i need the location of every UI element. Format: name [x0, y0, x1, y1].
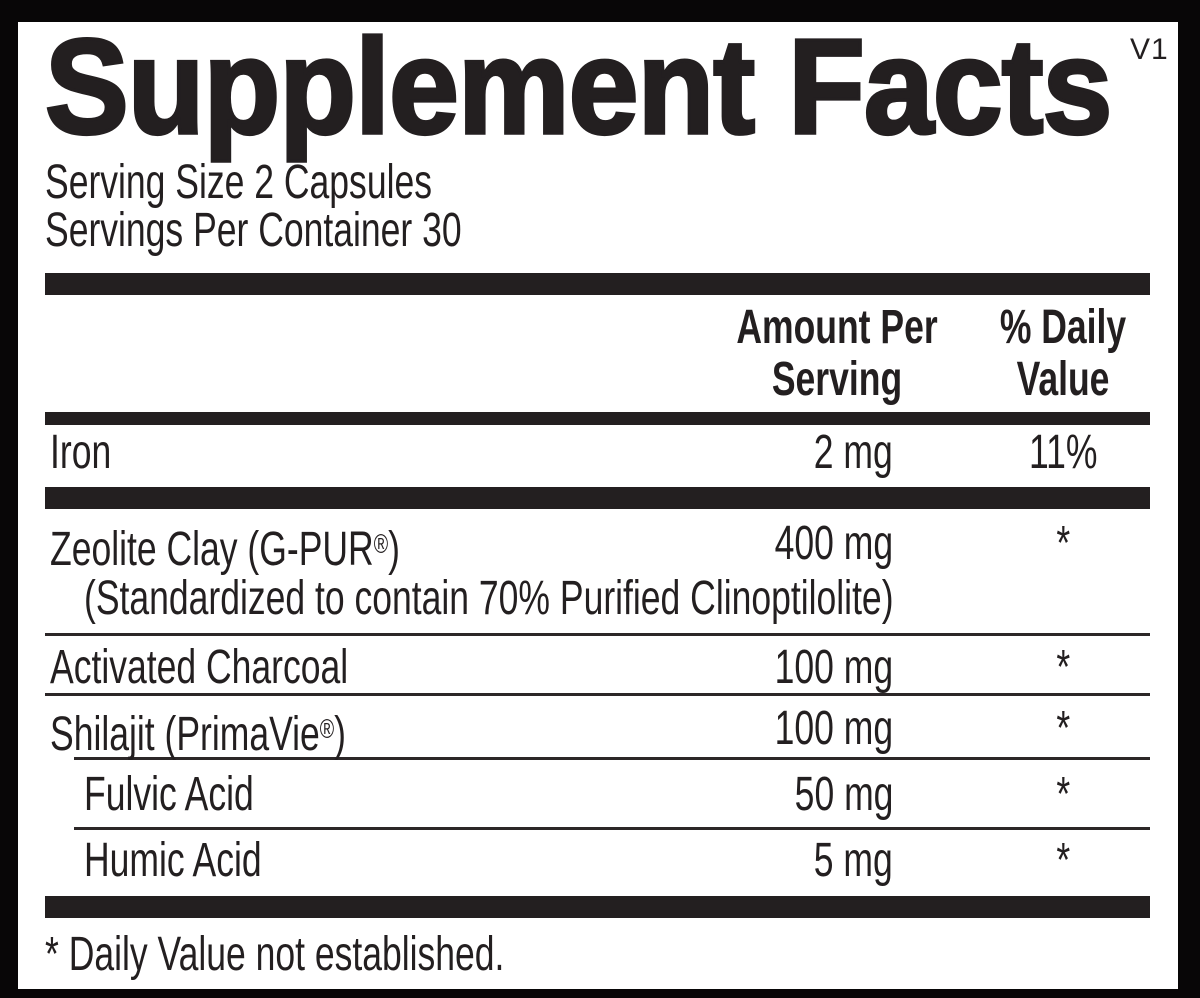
ingredient-name: Fulvic Acid: [84, 768, 254, 821]
ingredient-name: Activated Charcoal: [50, 641, 349, 694]
daily-value: *: [1056, 768, 1071, 821]
ingredient-name: Shilajit (PrimaVie®): [50, 707, 347, 761]
amount-value: 50 mg: [794, 768, 893, 821]
daily-value: *: [1056, 641, 1071, 694]
dv-header-line1: % Daily: [999, 301, 1127, 354]
daily-value: *: [1056, 834, 1071, 887]
separator-rule-header: [45, 412, 1150, 425]
dv-header-line2: Value: [1016, 353, 1110, 406]
separator-rule: [45, 633, 1150, 636]
separator-bar-top: [45, 273, 1150, 295]
separator-rule-indented: [74, 827, 1150, 830]
ingredient-detail: (Standardized to contain 70% Purified Cl…: [84, 571, 894, 625]
ingredient-row-charcoal: Activated Charcoal 100 mg *: [45, 636, 1150, 693]
separator-bar-bottom: [45, 896, 1150, 918]
column-headers: Amount Per Serving % Daily Value: [45, 295, 1150, 412]
ingredient-row-zeolite: Zeolite Clay (G-PUR®) 400 mg * (Standard…: [45, 509, 1150, 633]
daily-value: *: [1056, 517, 1071, 570]
amount-value: 5 mg: [814, 834, 893, 887]
zeolite-main-line: Zeolite Clay (G-PUR®) 400 mg *: [45, 520, 1150, 574]
label-title: Supplement Facts: [43, 11, 1114, 162]
amount-value: 2 mg: [814, 426, 893, 479]
daily-value: 11%: [1029, 426, 1098, 479]
amount-value: 100 mg: [774, 702, 893, 755]
amount-value: 400 mg: [774, 517, 893, 570]
version-tag: V1: [1130, 33, 1169, 66]
daily-value: *: [1056, 702, 1071, 755]
daily-value-footnote: * Daily Value not established.: [45, 928, 505, 981]
separator-bar-mid: [45, 487, 1150, 509]
ingredient-row-iron: Iron 2 mg 11%: [45, 425, 1150, 487]
amount-header-line1: Amount Per: [736, 301, 938, 354]
separator-rule: [45, 693, 1150, 696]
servings-per-container-text: Servings Per Container 30: [45, 204, 462, 257]
amount-header-line2: Serving: [771, 353, 903, 406]
ingredient-row-humic-acid: Humic Acid 5 mg *: [45, 830, 1150, 896]
ingredient-row-shilajit: Shilajit (PrimaVie®) 100 mg *: [45, 696, 1150, 761]
serving-size-line: Serving Size 2 Capsules: [45, 159, 608, 207]
daily-value-header: % Daily Value: [1000, 302, 1126, 406]
servings-per-container-line: Servings Per Container 30: [45, 207, 608, 255]
ingredient-name: Zeolite Clay (G-PUR®): [50, 522, 400, 576]
ingredient-name: Humic Acid: [84, 834, 262, 887]
ingredient-row-fulvic-acid: Fulvic Acid 50 mg *: [45, 760, 1150, 827]
serving-size-text: Serving Size 2 Capsules: [45, 156, 432, 209]
separator-rule-indented: [74, 757, 1150, 760]
facts-table: Amount Per Serving % Daily Value Iron 2 …: [45, 273, 1150, 979]
amount-per-serving-header: Amount Per Serving: [736, 302, 937, 406]
ingredient-name: Iron: [50, 426, 112, 479]
amount-value: 100 mg: [774, 641, 893, 694]
serving-info: Serving Size 2 Capsules Servings Per Con…: [45, 159, 608, 255]
supplement-facts-panel: Supplement Facts V1 Serving Size 2 Capsu…: [18, 11, 1178, 989]
